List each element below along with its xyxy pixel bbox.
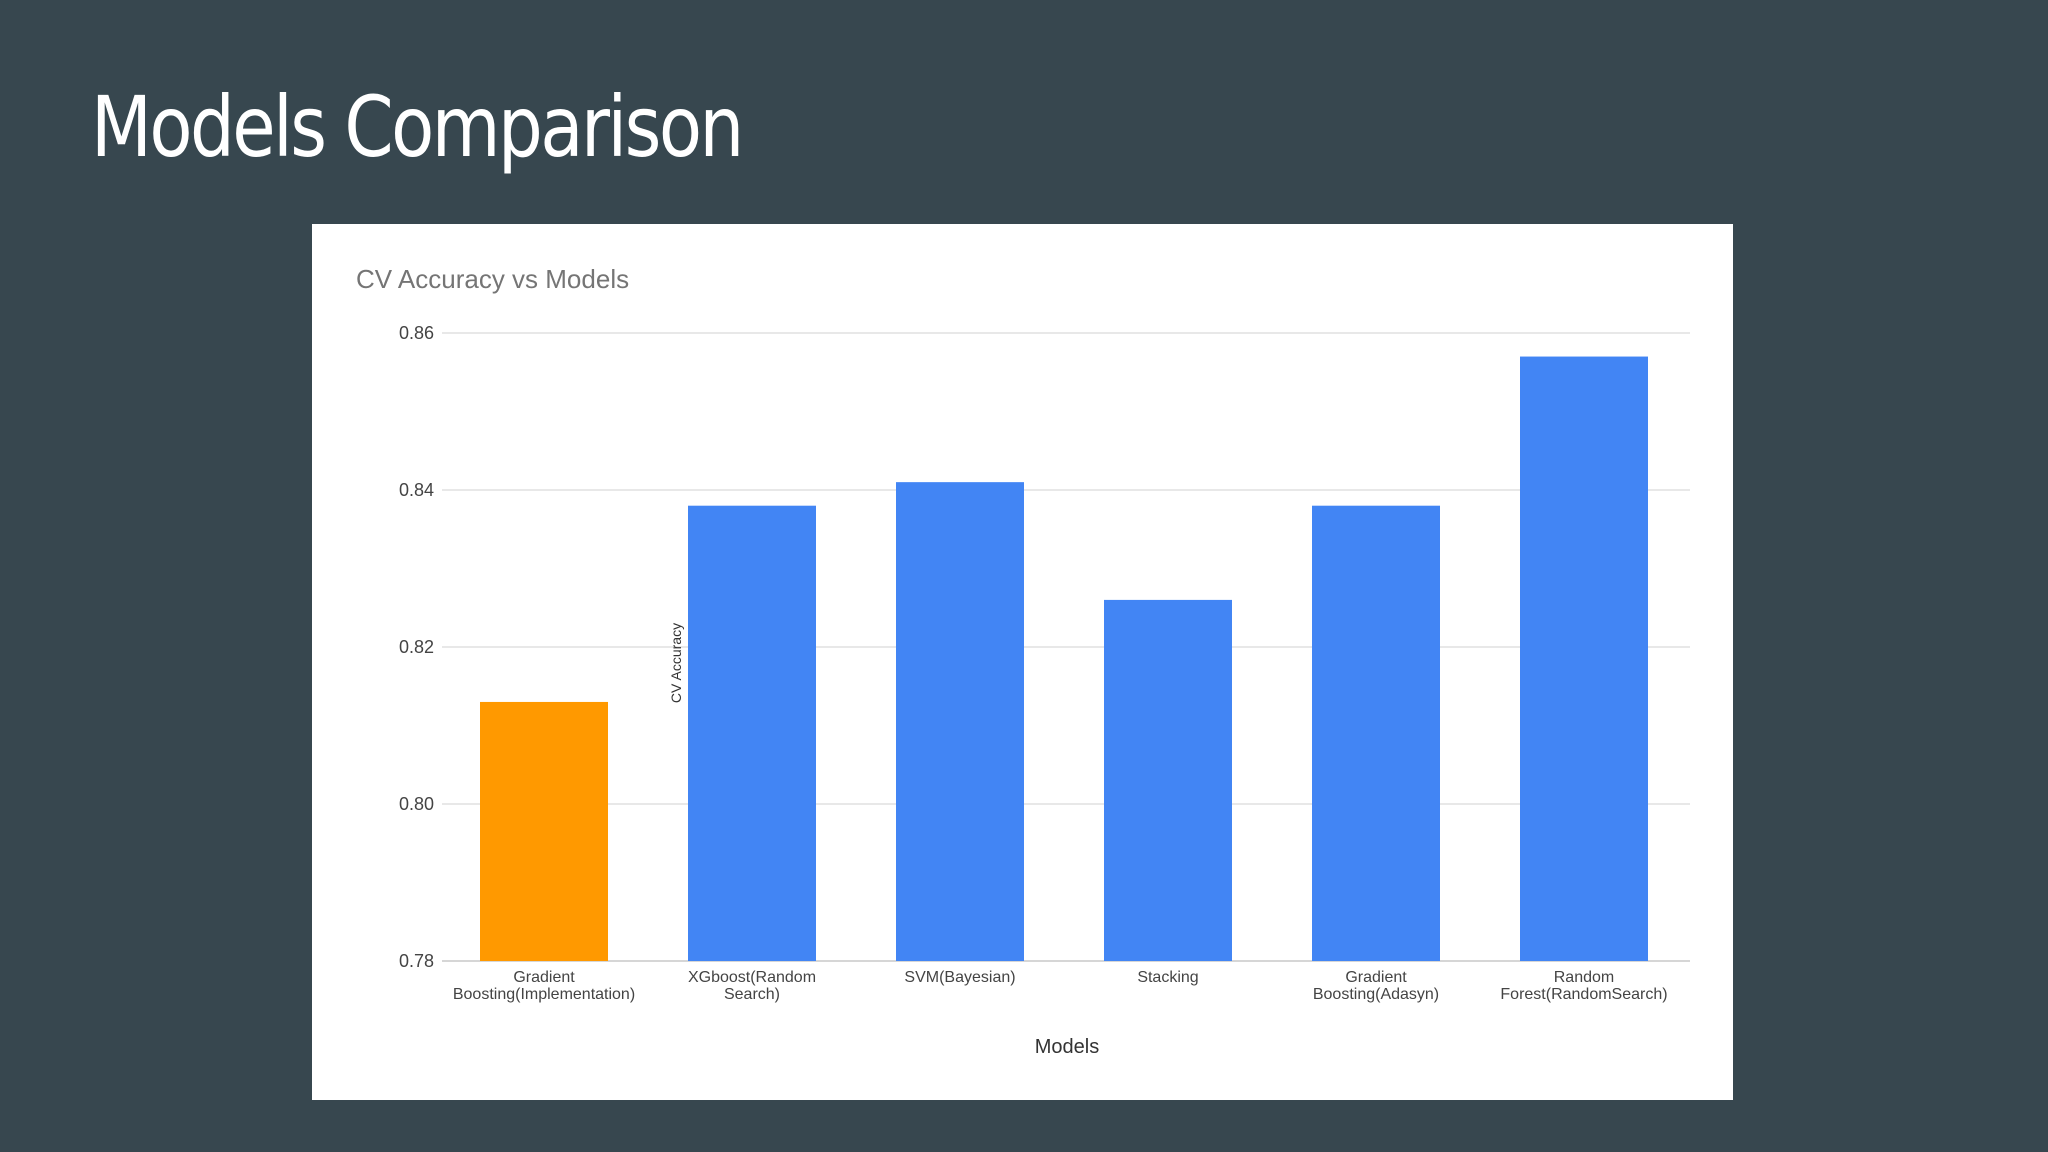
bar	[480, 701, 608, 961]
y-axis-title: CV Accuracy	[668, 623, 684, 703]
y-tick-label: 0.80	[399, 794, 434, 814]
chart-title: CV Accuracy vs Models	[356, 264, 629, 294]
y-tick-label: 0.78	[399, 951, 434, 971]
bar	[688, 505, 816, 961]
x-category-label: Gradient Boosting(Adasyn)	[1313, 969, 1439, 1003]
bar	[1520, 356, 1648, 961]
x-axis-categories: Gradient Boosting(Implementation) XGboost(…	[453, 969, 1668, 1003]
chart-card: CV Accuracy vs Models 0.78 0.80 0.82 0.84 0.…	[312, 224, 1733, 1100]
x-category-label: XGboost(Random Search)	[688, 969, 816, 1003]
chart-bars	[480, 356, 1648, 961]
y-tick-label: 0.86	[399, 323, 434, 343]
chart-gridlines	[442, 332, 1690, 962]
bar	[1104, 599, 1232, 961]
bar	[1312, 505, 1440, 961]
y-tick-label: 0.84	[399, 480, 434, 500]
bar	[896, 482, 1024, 961]
x-category-label: Gradient Boosting(Implementation)	[453, 969, 635, 1003]
bar-chart: CV Accuracy vs Models 0.780.800.820.840.…	[356, 264, 1690, 1058]
x-axis-title: Models	[1035, 1036, 1099, 1058]
x-category-label: SVM(Bayesian)	[904, 969, 1015, 986]
x-category-label: Random Forest(RandomSearch)	[1500, 969, 1667, 1003]
y-axis-ticks: 0.78 0.80 0.82 0.84 0.86	[399, 323, 434, 971]
x-category-label: Stacking	[1137, 969, 1198, 986]
y-tick-label: 0.82	[399, 637, 434, 657]
slide-title: Models Comparison	[91, 78, 744, 176]
